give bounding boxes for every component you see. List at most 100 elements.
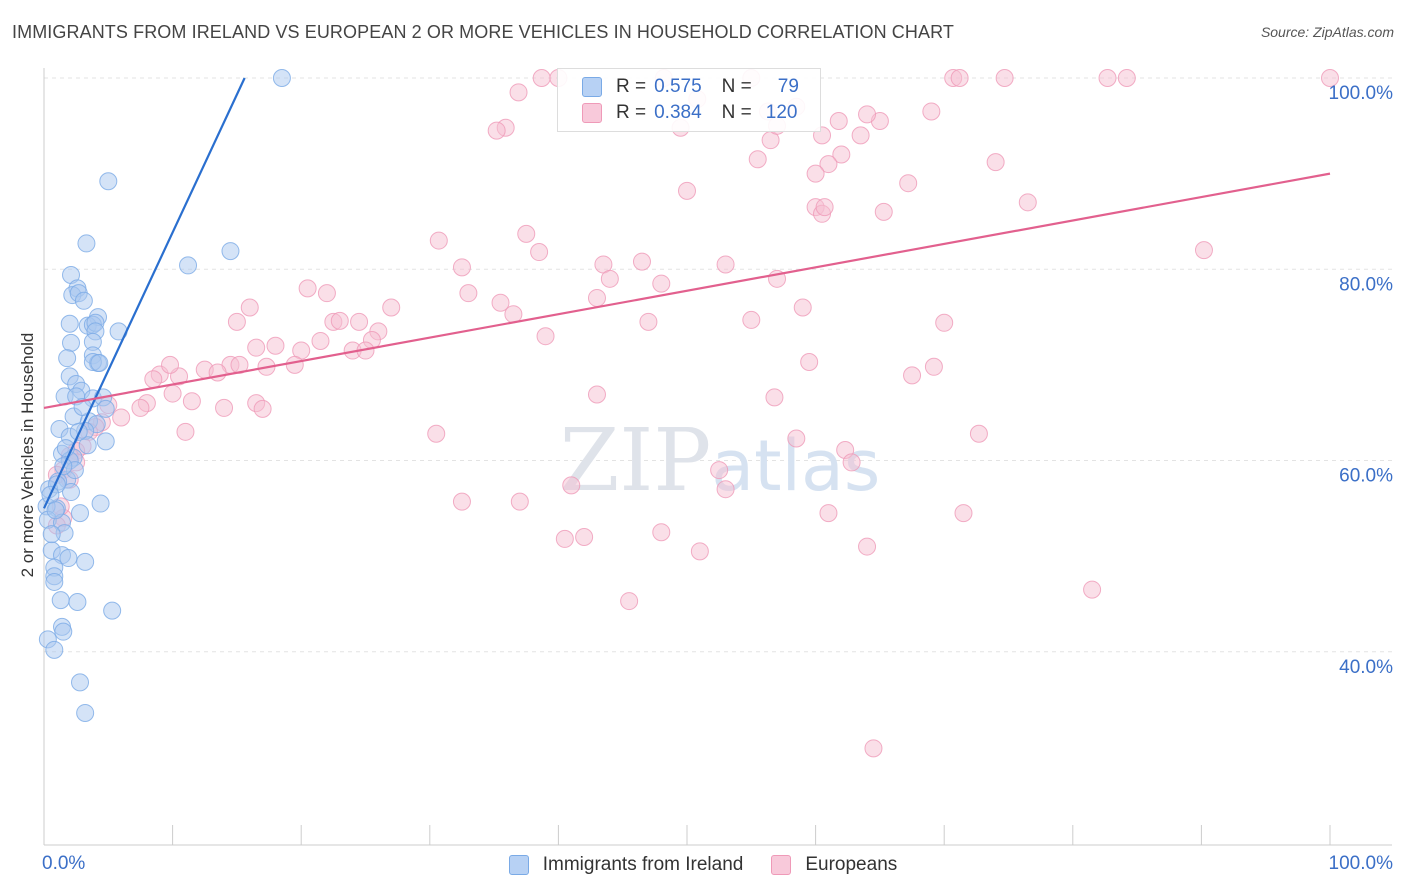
point-ireland (96, 399, 115, 418)
point-ireland (59, 549, 78, 568)
point-europeans (487, 121, 506, 140)
point-europeans (829, 112, 848, 131)
point-europeans (112, 408, 131, 427)
point-europeans (652, 523, 671, 542)
point-europeans (851, 126, 870, 145)
point-europeans (452, 258, 471, 277)
point-ireland (42, 525, 61, 544)
point-europeans (842, 453, 861, 472)
point-ireland (103, 601, 122, 620)
point-europeans (1098, 69, 1117, 87)
legend-swatch-ireland (582, 77, 602, 97)
point-europeans (459, 284, 478, 303)
point-europeans (620, 592, 639, 611)
point-europeans (144, 370, 163, 389)
x-tick-label-min: 0.0% (42, 853, 86, 874)
point-europeans (1194, 241, 1213, 260)
point-europeans (161, 355, 180, 374)
x-tick-label-max: 100.0% (1328, 853, 1393, 874)
legend-n-label: N = (721, 102, 752, 123)
legend-swatch-ireland (508, 855, 529, 875)
point-ireland (77, 234, 96, 253)
point-ireland (76, 703, 95, 722)
legend-n-label: N = (721, 76, 752, 97)
point-ireland (51, 591, 70, 610)
chart-title: IMMIGRANTS FROM IRELAND VS EUROPEAN 2 OR… (12, 22, 954, 42)
point-europeans (427, 424, 446, 443)
point-ireland (54, 622, 73, 641)
legend-r-value-europeans: 0.384 (654, 102, 702, 123)
point-ireland (221, 242, 240, 261)
point-europeans (765, 388, 784, 407)
point-europeans (504, 305, 523, 324)
point-europeans (995, 69, 1014, 87)
point-europeans (716, 480, 735, 499)
point-europeans (899, 174, 918, 193)
legend-item-ireland[interactable]: Immigrants from Ireland (508, 854, 744, 876)
point-europeans (452, 492, 471, 511)
point-europeans (639, 312, 658, 331)
point-europeans (330, 311, 349, 330)
point-europeans (530, 243, 549, 262)
point-europeans (311, 331, 330, 350)
legend-label-ireland: Immigrants from Ireland (542, 854, 744, 875)
point-ireland (78, 436, 97, 455)
point-europeans (903, 366, 922, 385)
point-europeans (922, 102, 941, 121)
point-europeans (806, 164, 825, 183)
point-europeans (247, 338, 266, 357)
legend-item-europeans[interactable]: Europeans (771, 854, 897, 876)
point-ireland (74, 291, 93, 310)
point-europeans (240, 298, 259, 317)
legend-stats: R = 0.575 N = 79 R = 0.384 N = 120 (557, 68, 821, 132)
point-europeans (509, 83, 528, 102)
point-europeans (215, 398, 234, 417)
point-europeans (935, 313, 954, 332)
point-ireland (90, 353, 109, 372)
point-europeans (954, 504, 973, 523)
legend-label-europeans: Europeans (805, 854, 898, 875)
point-ireland (60, 314, 79, 333)
point-europeans (163, 384, 182, 403)
y-tick-labels: 40.0% 60.0% 80.0% 100.0% (1329, 83, 1394, 678)
point-europeans (1117, 69, 1136, 87)
point-europeans (690, 542, 709, 561)
point-europeans (858, 537, 877, 556)
point-ireland (62, 483, 81, 502)
point-europeans (793, 298, 812, 317)
y-tick-label: 100.0% (1329, 83, 1394, 104)
point-ireland (68, 593, 87, 612)
point-europeans (510, 492, 529, 511)
point-europeans (536, 327, 555, 346)
point-europeans (131, 398, 150, 417)
legend-n-value-ireland: 79 (777, 76, 799, 97)
point-europeans (1018, 193, 1037, 212)
point-europeans (864, 739, 883, 758)
point-europeans (742, 310, 761, 329)
point-europeans (298, 279, 317, 298)
point-europeans (787, 429, 806, 448)
chart-source: Source: ZipAtlas.com (1260, 24, 1394, 40)
point-europeans (832, 145, 851, 164)
point-europeans (600, 269, 619, 288)
point-europeans (969, 424, 988, 443)
point-europeans (652, 274, 671, 293)
point-ireland (58, 349, 77, 368)
y-tick-label: 40.0% (1339, 657, 1393, 678)
legend-n-value-europeans: 120 (765, 102, 798, 123)
legend-row-ireland: R = 0.575 N = 79 (582, 74, 799, 100)
point-europeans (253, 399, 272, 418)
point-europeans (924, 357, 943, 376)
point-europeans (819, 504, 838, 523)
point-europeans (491, 293, 510, 312)
point-europeans (716, 255, 735, 274)
point-ireland (76, 552, 95, 571)
point-ireland (99, 172, 118, 191)
point-ireland (272, 69, 291, 87)
points-layer (37, 69, 1339, 758)
legend-swatch-europeans (582, 103, 602, 123)
point-europeans (678, 181, 696, 200)
y-tick-label: 60.0% (1339, 466, 1393, 487)
point-europeans (575, 528, 594, 546)
